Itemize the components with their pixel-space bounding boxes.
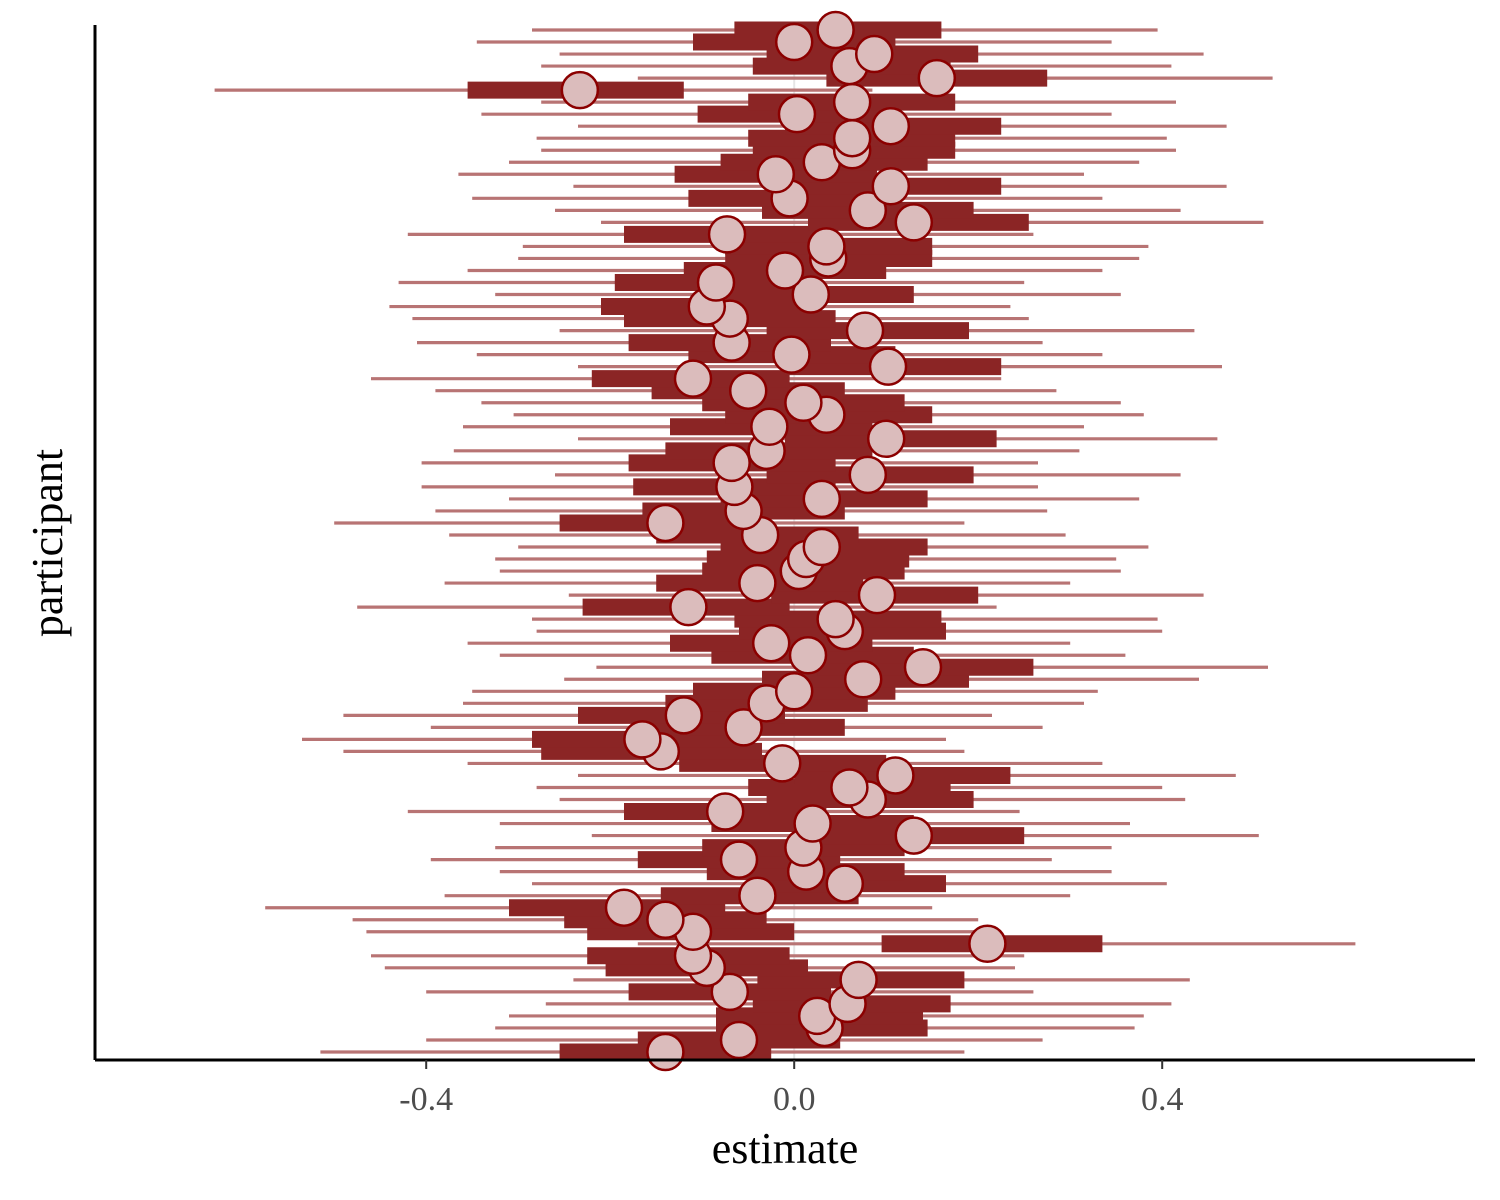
point-estimate [710, 972, 750, 1012]
point-estimate-layer [560, 10, 1007, 1072]
point-estimate [664, 696, 704, 735]
point-estimate [765, 251, 805, 290]
point-estimate [857, 575, 897, 615]
point-estimate [807, 227, 846, 266]
point-estimate [738, 876, 777, 915]
point-estimate [832, 82, 872, 122]
point-estimate [854, 34, 894, 74]
point-estimate [728, 371, 768, 410]
point-estimate [777, 94, 817, 134]
point-estimate [894, 203, 934, 242]
point-estimate [707, 215, 747, 254]
point-estimate [848, 455, 888, 495]
x-tick-label: -0.4 [399, 1081, 453, 1118]
point-estimate [866, 419, 906, 459]
x-axis-title: estimate [712, 1124, 859, 1173]
point-estimate [845, 311, 885, 350]
point-estimate [868, 347, 908, 386]
point-estimate [705, 792, 745, 831]
point-estimate [774, 22, 814, 62]
point-estimate [738, 563, 777, 603]
point-estimate [669, 587, 708, 627]
point-estimate [894, 816, 934, 855]
point-estimate [750, 407, 789, 447]
point-estimate [772, 335, 811, 374]
y-axis-title: participant [23, 449, 72, 637]
x-axis-ticks: -0.4 0.0 0.4 [399, 1060, 1183, 1118]
point-estimate [774, 672, 814, 711]
point-estimate [843, 660, 883, 699]
point-estimate [712, 443, 751, 483]
point-estimate [646, 1032, 685, 1072]
point-estimate [646, 503, 685, 543]
point-estimate [816, 10, 855, 50]
point-estimate [876, 756, 915, 795]
point-estimate [816, 599, 855, 639]
point-estimate [871, 106, 911, 146]
point-estimate [793, 804, 832, 843]
point-estimate [673, 359, 713, 398]
x-tick-label: 0.4 [1141, 1081, 1184, 1118]
x-tick-label: 0.0 [773, 1081, 816, 1118]
point-estimate [762, 744, 802, 783]
point-estimate [646, 900, 685, 939]
point-estimate [832, 118, 872, 158]
point-estimate [917, 58, 957, 98]
point-estimate [719, 1020, 759, 1060]
point-estimate [719, 840, 759, 879]
point-estimate [724, 708, 763, 747]
point-estimate [784, 383, 823, 422]
point-estimate [903, 647, 943, 687]
point-estimate [830, 768, 869, 807]
point-estimate [871, 167, 911, 206]
point-estimate [604, 888, 644, 927]
point-estimate [751, 623, 791, 663]
point-estimate [756, 155, 796, 194]
point-estimate [791, 275, 831, 314]
point-estimate [825, 864, 865, 903]
point-estimate [560, 70, 600, 110]
point-estimate [802, 479, 842, 519]
point-estimate [623, 720, 662, 759]
point-estimate [696, 263, 736, 302]
point-estimate [788, 635, 828, 675]
point-estimate [839, 960, 878, 1000]
point-estimate [848, 191, 888, 230]
point-estimate [968, 924, 1007, 964]
point-estimate [802, 527, 842, 567]
